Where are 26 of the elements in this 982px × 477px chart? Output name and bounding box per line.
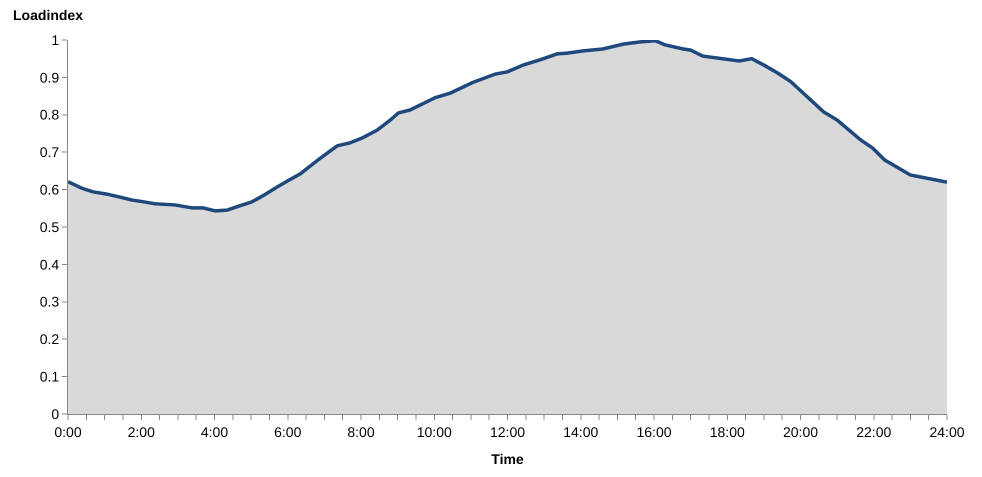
x-tick-label: 24:00 [929,424,965,440]
x-tick-label: 18:00 [710,424,745,440]
y-tick-label: 0.9 [40,69,60,86]
y-tick-label: 0 [51,406,60,422]
x-tick-label: 10:00 [416,424,452,440]
y-tick-label: 0.5 [40,218,60,235]
x-tick-label: 6:00 [274,424,302,440]
x-tick-label: 8:00 [347,424,375,440]
x-tick-label: 12:00 [490,424,526,440]
y-tick-label: 0.2 [40,331,60,348]
x-tick-label: 0:00 [54,424,82,440]
y-tick-label: 0.3 [40,294,60,310]
x-tick-label: 22:00 [856,424,892,440]
x-tick-label: 20:00 [782,424,818,440]
x-axis-title: Time [491,451,524,468]
y-tick-label: 0.7 [40,144,60,160]
y-tick-label: 0.1 [40,368,60,384]
x-tick-label: 4:00 [200,424,228,440]
y-tick-label: 0.4 [40,256,60,272]
y-axis-title: Loadindex [13,7,84,23]
y-tick-label: 0.8 [40,106,60,123]
y-tick-label: 0.6 [40,182,60,198]
x-tick-label: 14:00 [563,424,598,440]
x-tick-label: 2:00 [128,424,156,440]
x-tick-label: 16:00 [636,424,672,440]
y-tick-label: 1 [51,32,60,48]
